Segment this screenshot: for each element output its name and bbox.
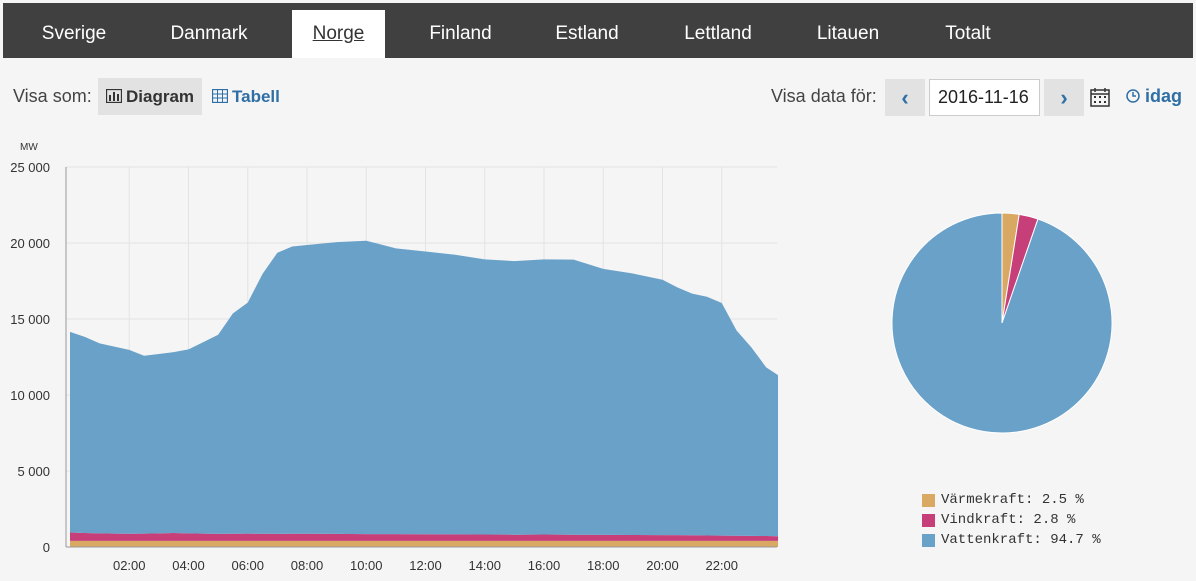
tab-litauen[interactable]: Litauen [816, 23, 880, 44]
x-tick-label: 16:00 [528, 558, 561, 573]
table-icon [211, 88, 229, 104]
y-tick-label: 10 000 [10, 388, 50, 403]
prev-date-button[interactable]: ‹ [885, 79, 925, 116]
x-tick-label: 10:00 [350, 558, 383, 573]
legend-label-vindkraft: Vindkraft: 2.8 % [941, 512, 1076, 528]
clock-icon [1126, 89, 1140, 103]
y-tick-label: 5 000 [17, 464, 50, 479]
y-tick-label: 25 000 [10, 160, 50, 175]
legend-label-vattenkraft: Vattenkraft: 94.7 % [941, 532, 1101, 548]
tabell-label: Tabell [232, 87, 280, 106]
production-pie-chart [891, 212, 1113, 434]
diagram-button[interactable]: Diagram [98, 78, 202, 115]
tab-danmark[interactable]: Danmark [170, 23, 248, 44]
x-tick-label: 04:00 [172, 558, 205, 573]
chevron-left-icon: ‹ [901, 85, 909, 110]
diagram-label: Diagram [126, 87, 195, 106]
bar-chart-icon [105, 88, 123, 104]
x-tick-label: 08:00 [291, 558, 324, 573]
visa-som-label: Visa som: [13, 86, 92, 106]
legend-swatch-vindkraft [922, 513, 935, 527]
legend-item-vattenkraft: Vattenkraft: 94.7 % [922, 530, 1101, 550]
y-tick-label: 20 000 [10, 236, 50, 251]
calendar-icon[interactable] [1090, 87, 1110, 107]
x-tick-label: 06:00 [231, 558, 264, 573]
pie-slice-vattenkraft [891, 212, 1113, 434]
area-varmekraft [70, 540, 779, 547]
tab-finland[interactable]: Finland [429, 23, 492, 44]
legend-swatch-varmekraft [922, 493, 935, 507]
legend-label-varmekraft: Värmekraft: 2.5 % [941, 492, 1084, 508]
y-tick-label: 0 [43, 540, 50, 555]
legend-item-vindkraft: Vindkraft: 2.8 % [922, 510, 1101, 530]
area-vattenkraft [70, 240, 779, 537]
tab-lettland[interactable]: Lettland [684, 23, 752, 44]
tab-sverige[interactable]: Sverige [41, 23, 107, 44]
idag-label: idag [1145, 86, 1183, 106]
area-vindkraft [70, 532, 779, 541]
visa-data-label: Visa data för: [771, 86, 877, 106]
x-tick-label: 02:00 [113, 558, 146, 573]
idag-link[interactable]: idag [1126, 86, 1182, 107]
unit-label: MW [20, 142, 38, 153]
production-area-chart: 0 5 000 10 000 15 000 20 000 25 000 02:00 04:00… [10, 142, 779, 573]
x-tick-label: 22:00 [705, 558, 738, 573]
y-tick-label: 15 000 [10, 312, 50, 327]
x-tick-label: 14:00 [468, 558, 501, 573]
country-tabs: Sverige Danmark Norge Finland Estland Le… [3, 3, 1193, 58]
next-date-button[interactable]: › [1044, 79, 1084, 116]
date-input[interactable] [929, 79, 1040, 116]
x-tick-label: 12:00 [409, 558, 442, 573]
tabell-button[interactable]: Tabell [211, 78, 280, 115]
tab-totalt[interactable]: Totalt [945, 23, 991, 44]
x-tick-label: 18:00 [587, 558, 620, 573]
x-tick-label: 20:00 [646, 558, 679, 573]
legend-item-varmekraft: Värmekraft: 2.5 % [922, 490, 1101, 510]
pie-legend: Värmekraft: 2.5 % Vindkraft: 2.8 % Vatte… [922, 490, 1101, 550]
chevron-right-icon: › [1060, 85, 1068, 110]
tab-estland[interactable]: Estland [555, 23, 619, 44]
tab-norge[interactable]: Norge [292, 10, 385, 58]
legend-swatch-vattenkraft [922, 533, 935, 547]
